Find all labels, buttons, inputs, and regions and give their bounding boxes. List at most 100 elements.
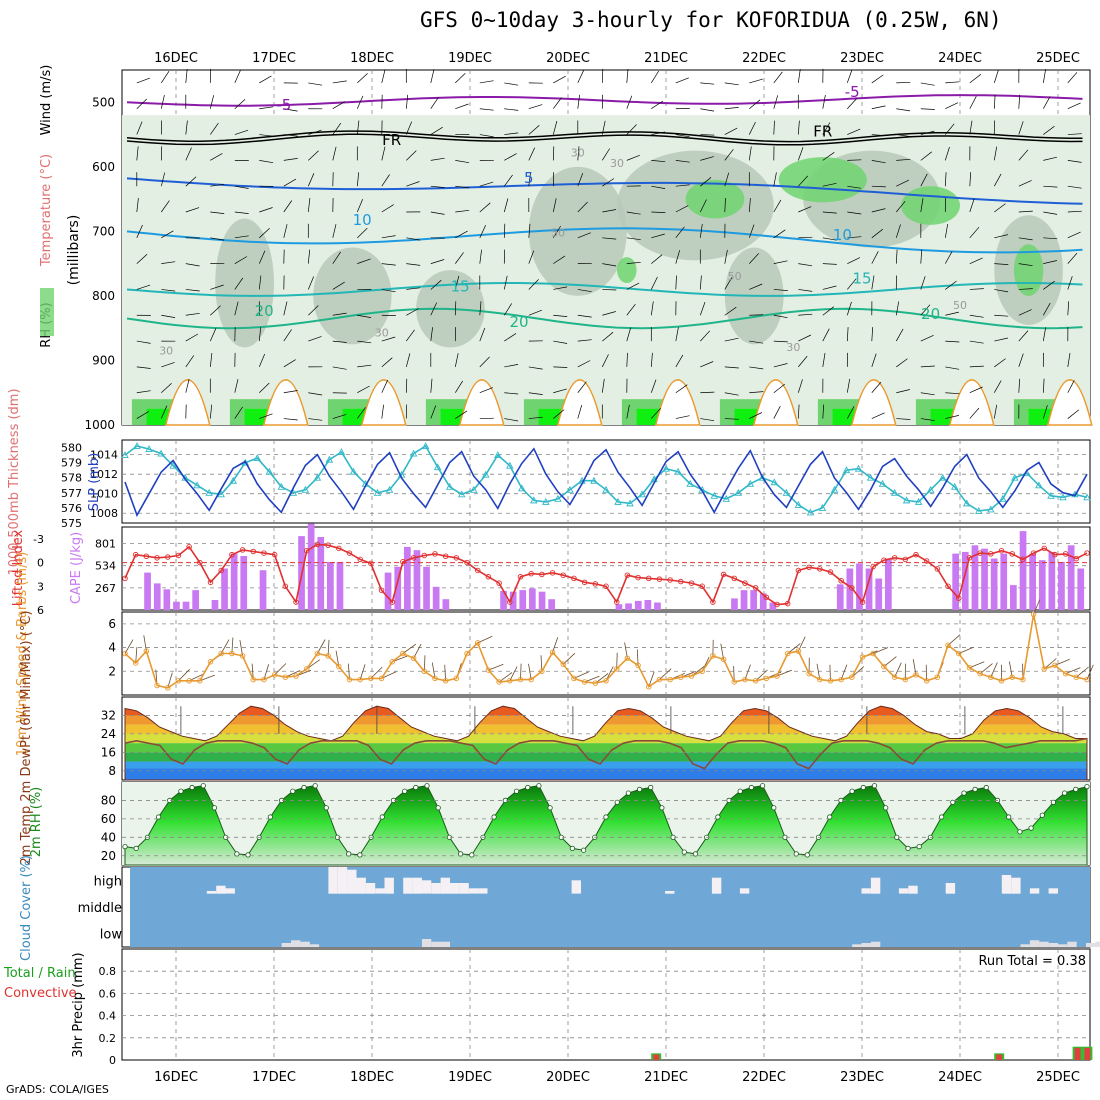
cape-bar [404, 546, 411, 610]
thickness-line-point [782, 488, 791, 496]
day-label-top: 18DEC [350, 51, 394, 66]
lifted-index-line-point [998, 547, 1005, 554]
wind-speed-line-point [197, 678, 203, 684]
wind-barb [822, 263, 837, 265]
lifted-index-line-point [218, 567, 224, 574]
wind-barb [871, 251, 879, 264]
wind-barb [847, 159, 862, 161]
cape-bar [981, 548, 988, 610]
boundary-layer-bubble [262, 379, 309, 426]
wind-barb [528, 250, 535, 264]
lifted-index-line-point [806, 564, 812, 571]
wind-barb [602, 331, 614, 342]
wind-barb [161, 261, 176, 264]
wind-barb [969, 198, 975, 213]
lifted-index-line-point [314, 541, 321, 548]
thickness-line-point [145, 445, 153, 453]
wind-barb [234, 129, 249, 135]
wind-barb [504, 303, 512, 316]
wind-barb [822, 211, 837, 214]
wind-barb [724, 149, 734, 161]
wind-tick: 6 [108, 617, 116, 631]
wind-barb [381, 357, 393, 368]
lifted-index-line-point [1020, 556, 1026, 563]
thickness-line-point [890, 488, 899, 496]
wind-barb [283, 158, 298, 161]
wind-speed-line-point [881, 663, 887, 670]
temp-band [125, 706, 1087, 707]
wind-barb [944, 146, 950, 161]
lifted-index-line-point [720, 571, 727, 578]
rh-tick: 80 [101, 793, 116, 807]
thickness-line-point [494, 451, 502, 459]
wind-speed-line-point [165, 685, 171, 691]
lifted-index-line-point [870, 563, 876, 570]
wind-barb [994, 289, 1009, 293]
wind-barb [161, 362, 175, 368]
wind-barb [308, 305, 319, 316]
wind-barb [724, 277, 733, 290]
lifted-index-line-point [271, 551, 278, 558]
wind-barb [185, 207, 200, 213]
wind-barb [920, 249, 923, 264]
dewpoint-line [124, 737, 1088, 770]
wind-speed-line-point [688, 673, 695, 679]
temp-band [125, 761, 1087, 769]
wind-barb [675, 250, 681, 264]
thickness-line-point [445, 482, 454, 490]
wind-barb [724, 392, 739, 396]
wind-barb [822, 404, 825, 419]
rh-point [435, 805, 441, 811]
thickness-line-point [686, 479, 694, 487]
rh-point [133, 845, 139, 852]
wind-barb [430, 96, 439, 109]
day-label-top: 21DEC [644, 51, 688, 66]
thickness-line-point [854, 464, 863, 472]
wind-speed-line-point [400, 650, 406, 657]
lifted-index-line-point [646, 575, 652, 582]
contour-label: 10 [833, 226, 852, 244]
wind-barb [259, 75, 272, 84]
lifted-index-line-point [175, 552, 182, 559]
wind-barb [651, 70, 659, 84]
rh-point [1006, 814, 1012, 820]
wind-barb [993, 146, 998, 161]
rh-point [1039, 812, 1045, 818]
lifted-index-line-point [186, 544, 192, 550]
wind-barb [896, 134, 911, 137]
wind-barb [479, 181, 494, 187]
wind-barb [136, 98, 148, 109]
wind-barb [577, 232, 591, 239]
wind-barb [479, 387, 493, 394]
wind-barb [234, 69, 241, 84]
precip-convective-bar [996, 1054, 1003, 1060]
thickness-line-point [662, 464, 670, 472]
wind-barb [846, 327, 849, 342]
wind-speed-line-point [357, 676, 363, 683]
wind-barb [601, 120, 606, 135]
wind-barb [430, 185, 445, 188]
wind-barb [798, 313, 813, 316]
wind-barb [994, 203, 1006, 213]
wind-barb [185, 263, 200, 267]
wind-barb [381, 146, 386, 161]
wind-speed-line-point [838, 676, 844, 683]
wind-speed-line-point [143, 648, 150, 654]
wind-barb [602, 148, 610, 161]
wind-barb [381, 204, 394, 213]
wind-barb [1018, 378, 1021, 393]
wind-speed-line-point [581, 679, 588, 685]
contour-label: FR [813, 122, 832, 140]
wind-barb [626, 303, 636, 316]
cape-bar [990, 558, 998, 610]
wind-barb [1043, 185, 1058, 188]
precip-tick: 0 [109, 1054, 116, 1067]
rh-point [469, 852, 475, 858]
slp-tick: 1012 [90, 468, 118, 481]
lifted-index-line-point [817, 566, 823, 572]
wind-barb [896, 179, 910, 187]
thickness-line-point [902, 496, 911, 504]
rh-point [771, 805, 777, 811]
wind-barb [626, 124, 637, 135]
wind-barb [798, 355, 808, 368]
